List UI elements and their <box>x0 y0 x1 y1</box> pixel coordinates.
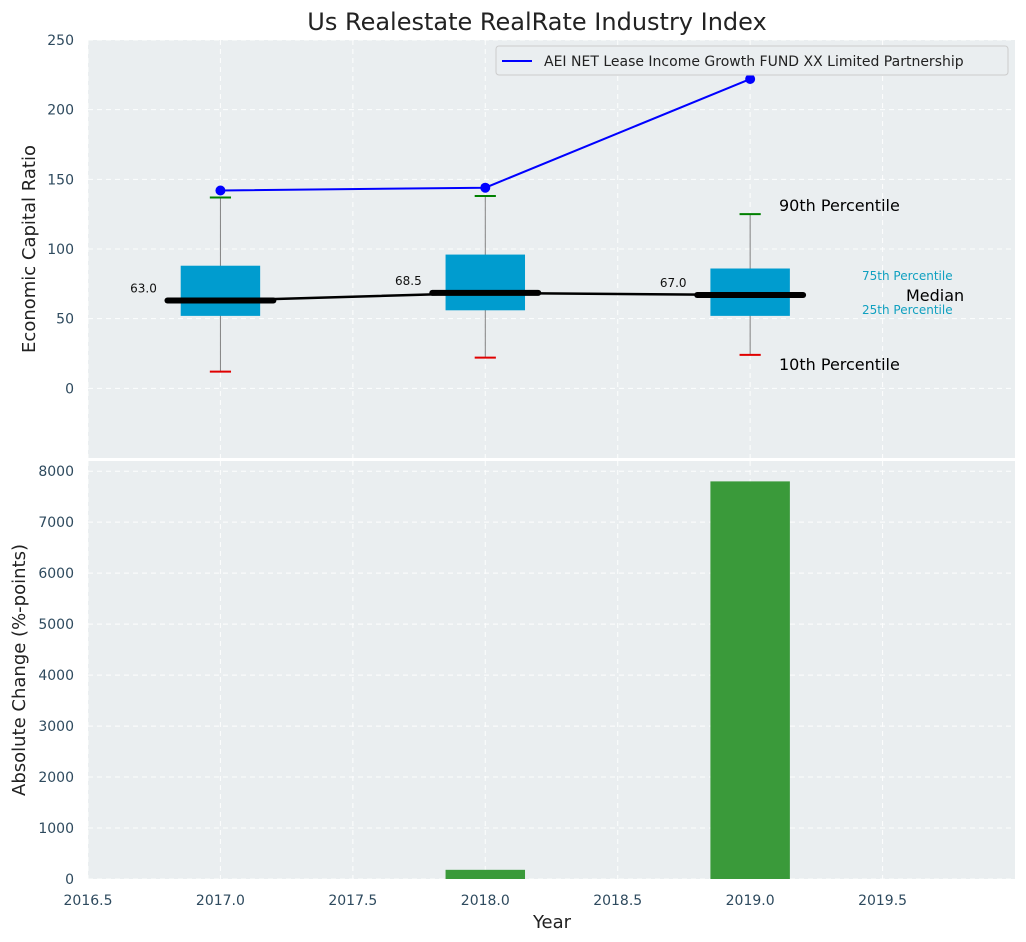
x-ticks: 2016.5 2017.0 2017.5 2018.0 2018.5 2019.0 2019… <box>64 893 908 909</box>
top-y-axis-label: Economic Capital Ratio <box>19 145 40 353</box>
bottom-gridlines <box>87 461 1015 880</box>
legend-entry: AEI NET Lease Income Growth FUND XX Limi… <box>544 54 964 70</box>
x-tick-label: 2018.0 <box>461 893 510 909</box>
bottom-y-tick-label: 1000 <box>38 821 74 837</box>
top-y-tick-label: 150 <box>47 172 74 188</box>
box <box>180 265 261 316</box>
x-tick-label: 2019.5 <box>858 893 907 909</box>
box-series: 63.0 68.5 67.0 <box>130 195 807 373</box>
annotation-median: Median <box>906 286 964 305</box>
top-y-tick-label: 200 <box>47 103 74 119</box>
bottom-y-axis-label: Absolute Change (%-points) <box>9 544 30 796</box>
bottom-y-tick-label: 8000 <box>38 464 74 480</box>
top-y-tick-label: 100 <box>47 242 74 258</box>
bar <box>710 481 790 879</box>
legend: AEI NET Lease Income Growth FUND XX Limi… <box>495 45 1009 76</box>
bottom-y-tick-label: 7000 <box>38 515 74 531</box>
bottom-y-tick-label: 5000 <box>38 617 74 633</box>
annotation-75th: 75th Percentile <box>862 269 953 283</box>
bottom-y-tick-label: 6000 <box>38 566 74 582</box>
bottom-panel: 0 1000 2000 3000 4000 5000 6000 7000 8000 2016.5… <box>9 461 1015 933</box>
top-y-ticks: 0 50 100 150 200 250 <box>47 33 74 397</box>
bottom-y-tick-label: 4000 <box>38 668 74 684</box>
box <box>445 254 526 311</box>
series-point <box>480 182 491 193</box>
bar-series <box>445 481 790 879</box>
x-tick-label: 2019.0 <box>726 893 775 909</box>
median-trend-line <box>220 291 751 302</box>
median-value-label: 67.0 <box>660 276 687 290</box>
top-y-tick-label: 0 <box>65 381 74 397</box>
x-tick-label: 2017.5 <box>328 893 377 909</box>
bottom-plot-area <box>88 461 1015 879</box>
series-point <box>215 185 226 196</box>
top-y-tick-label: 50 <box>56 312 74 328</box>
line-series <box>215 74 756 196</box>
chart-title: Us Realestate RealRate Industry Index <box>307 8 766 36</box>
median-value-label: 63.0 <box>130 282 157 296</box>
series-point <box>745 74 756 85</box>
bottom-y-tick-label: 0 <box>65 872 74 888</box>
bottom-y-tick-label: 2000 <box>38 770 74 786</box>
x-tick-label: 2017.0 <box>196 893 245 909</box>
top-panel: 0 50 100 150 200 250 63.0 68.5 67.0 Economic Ca… <box>19 33 1015 458</box>
annotation-25th: 25th Percentile <box>862 303 953 317</box>
bar <box>445 869 526 879</box>
bottom-y-ticks: 0 1000 2000 3000 4000 5000 6000 7000 8000 <box>38 464 74 888</box>
annotation-90th: 90th Percentile <box>779 196 900 215</box>
annotation-10th: 10th Percentile <box>779 355 900 374</box>
median-value-label: 68.5 <box>395 274 422 288</box>
x-tick-label: 2018.5 <box>593 893 642 909</box>
legend-frame <box>495 45 1009 76</box>
x-tick-label: 2016.5 <box>64 893 113 909</box>
top-y-tick-label: 250 <box>47 33 74 49</box>
x-axis-label: Year <box>532 912 572 933</box>
bottom-y-tick-label: 3000 <box>38 719 74 735</box>
